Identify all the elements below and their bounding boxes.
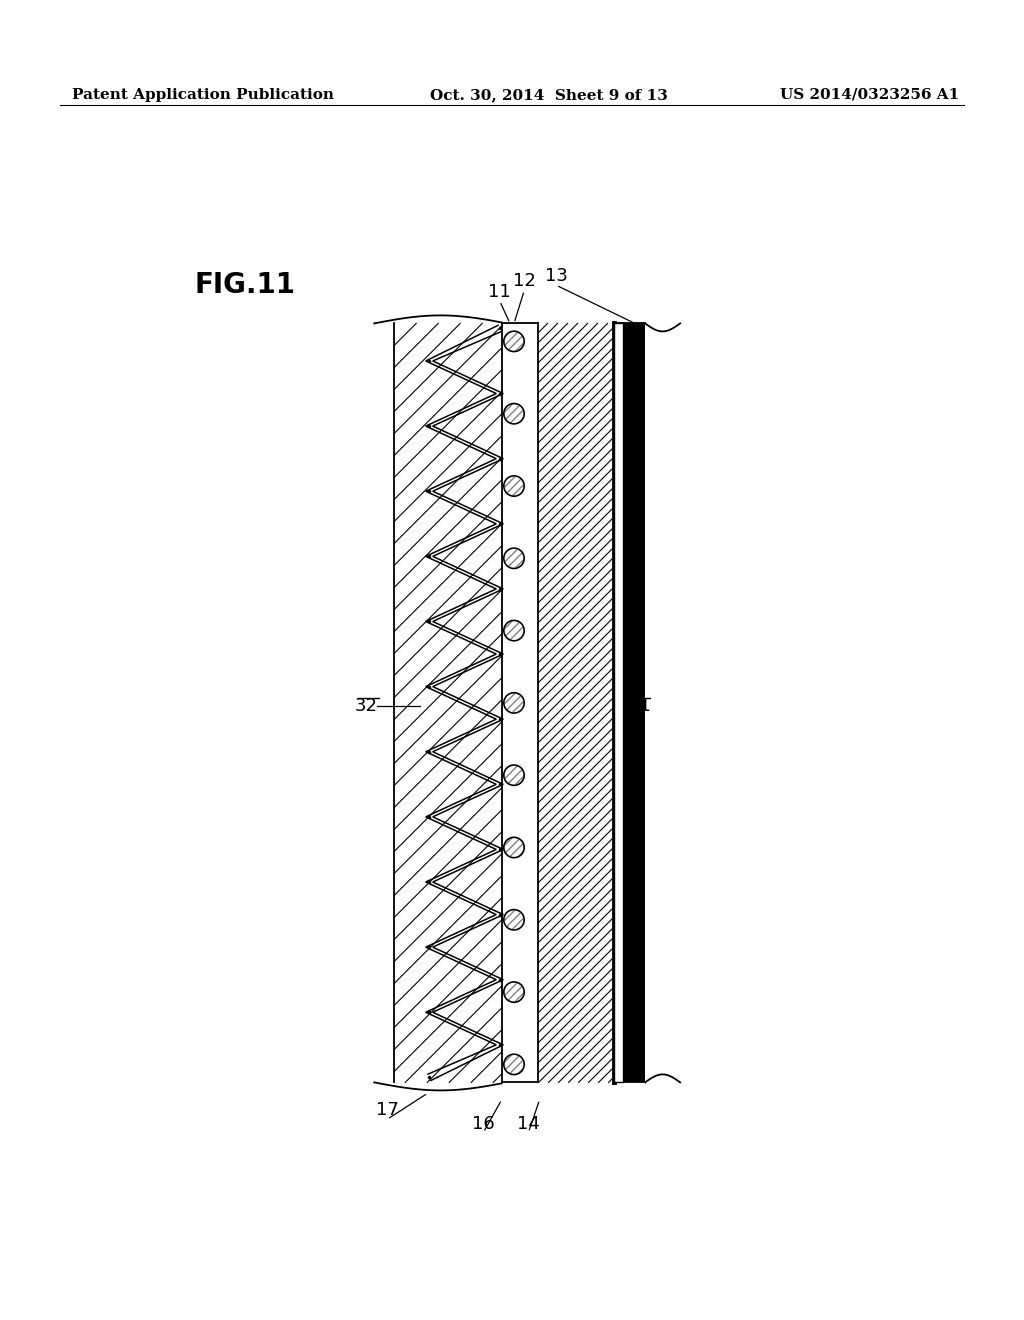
Circle shape (504, 620, 523, 640)
Circle shape (504, 693, 523, 713)
Circle shape (504, 404, 524, 424)
Circle shape (504, 982, 524, 1002)
Circle shape (504, 620, 524, 640)
Text: 14: 14 (517, 1114, 540, 1133)
Text: Oct. 30, 2014  Sheet 9 of 13: Oct. 30, 2014 Sheet 9 of 13 (430, 88, 668, 102)
Circle shape (504, 909, 523, 929)
Circle shape (504, 693, 524, 713)
Bar (614, 323, 623, 1082)
Circle shape (504, 909, 524, 931)
Circle shape (504, 1055, 523, 1074)
Text: 12: 12 (513, 272, 536, 290)
Circle shape (504, 331, 523, 351)
Circle shape (504, 548, 524, 569)
Text: 11: 11 (488, 282, 511, 301)
Circle shape (504, 766, 524, 785)
Circle shape (504, 838, 523, 857)
Text: FIG.11: FIG.11 (195, 271, 296, 298)
Circle shape (504, 331, 524, 351)
Circle shape (504, 837, 524, 858)
Circle shape (504, 475, 524, 496)
Text: 13: 13 (545, 267, 567, 285)
Circle shape (504, 404, 523, 424)
Circle shape (504, 477, 523, 496)
Text: US 2014/0323256 A1: US 2014/0323256 A1 (780, 88, 959, 102)
Text: 32: 32 (355, 697, 378, 715)
Circle shape (504, 982, 523, 1002)
Circle shape (504, 1055, 524, 1074)
Bar (623, 323, 645, 1082)
Text: Patent Application Publication: Patent Application Publication (72, 88, 334, 102)
Text: 16: 16 (472, 1114, 495, 1133)
Circle shape (504, 549, 523, 568)
Circle shape (504, 766, 523, 785)
Text: 31: 31 (629, 697, 651, 715)
Text: 17: 17 (376, 1101, 398, 1119)
